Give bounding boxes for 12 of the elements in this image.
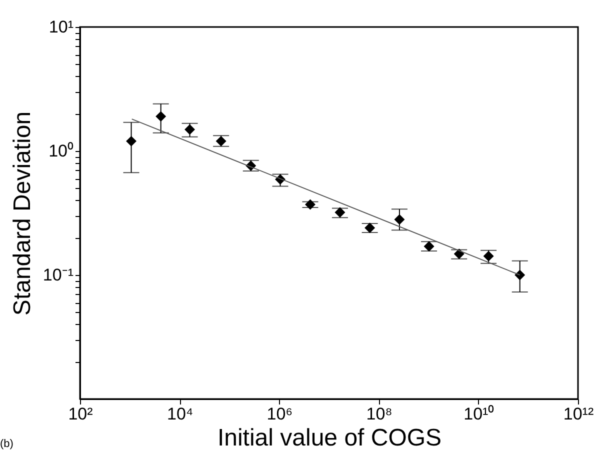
x-axis-title: Initial value of COGS	[217, 424, 442, 452]
y-axis-title: Standard Deviation	[8, 111, 36, 316]
y-tick-label: 10¹	[48, 18, 74, 36]
x-tick-label: 10¹²	[563, 404, 594, 424]
x-tick-label: 10⁶	[266, 404, 293, 424]
x-tick-label: 10¹⁰	[464, 404, 494, 424]
y-tick-label: 10⁻¹	[42, 266, 74, 284]
y-tick-label: 10⁰	[48, 142, 74, 160]
x-tick-label: 10⁸	[366, 404, 392, 424]
x-tick-label: 10²	[68, 404, 94, 424]
x-tick-label: 10⁴	[166, 404, 194, 424]
text: (b)	[0, 438, 14, 450]
